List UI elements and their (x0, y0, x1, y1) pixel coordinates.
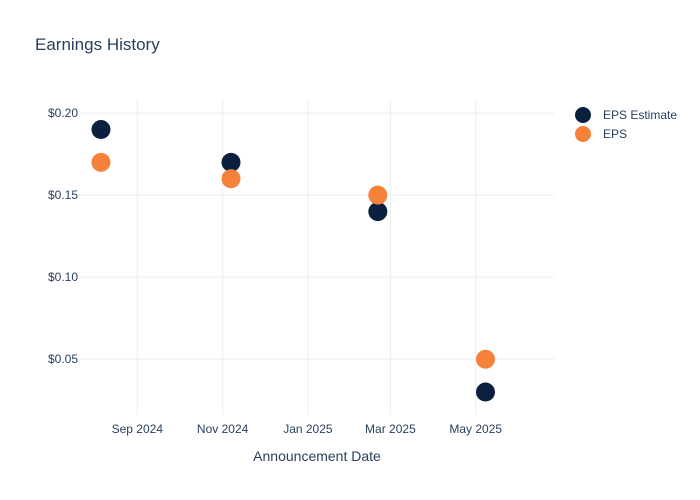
chart-title: Earnings History (35, 35, 160, 54)
points-layer (91, 120, 495, 402)
y-tick-label: $0.20 (48, 106, 78, 120)
eps-point[interactable] (91, 152, 111, 172)
legend-marker-eps-estimate[interactable] (575, 107, 591, 123)
x-tick-label: Sep 2024 (112, 422, 164, 436)
eps-point[interactable] (368, 185, 388, 205)
y-tick-label: $0.05 (48, 352, 78, 366)
eps-estimate-point[interactable] (221, 152, 241, 172)
y-tick-label: $0.15 (48, 188, 78, 202)
eps-estimate-point[interactable] (368, 202, 388, 222)
legend-label-eps[interactable]: EPS (603, 127, 627, 141)
x-tick-label: May 2025 (449, 422, 502, 436)
y-tick-label: $0.10 (48, 270, 78, 284)
x-tick-label: Nov 2024 (197, 422, 249, 436)
x-axis-title: Announcement Date (253, 448, 381, 464)
legend-marker-eps[interactable] (575, 126, 591, 142)
grid-layer (80, 100, 554, 415)
eps-point[interactable] (475, 349, 495, 369)
eps-estimate-point[interactable] (475, 382, 495, 402)
legend-label-eps-estimate[interactable]: EPS Estimate (603, 108, 677, 122)
y-axis-ticks: $0.20 $0.15 $0.10 $0.05 (48, 106, 78, 366)
x-tick-label: Mar 2025 (365, 422, 416, 436)
eps-estimate-point[interactable] (91, 120, 111, 140)
x-tick-label: Jan 2025 (283, 422, 333, 436)
eps-point[interactable] (221, 169, 241, 189)
legend[interactable]: EPS Estimate EPS (575, 107, 677, 142)
x-axis-ticks: Sep 2024 Nov 2024 Jan 2025 Mar 2025 May 2025 (112, 422, 503, 436)
